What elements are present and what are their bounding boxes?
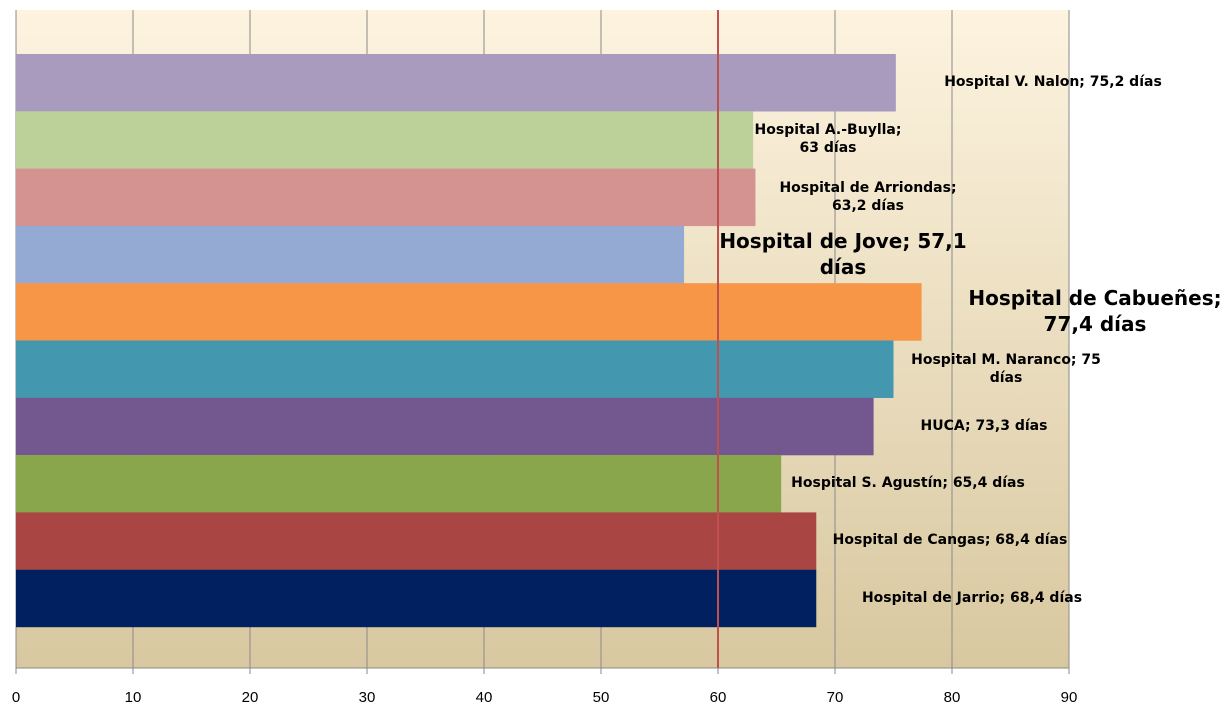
- x-tick-label: 0: [12, 689, 20, 706]
- data-label: Hospital S. Agustín; 65,4 días: [791, 475, 1025, 491]
- bar: [16, 168, 756, 227]
- x-tick-label: 10: [125, 689, 142, 706]
- x-tick-label: 30: [359, 689, 376, 706]
- data-label: Hospital A.-Buylla; 63 días: [754, 122, 902, 157]
- x-tick-label: 90: [1061, 689, 1078, 706]
- data-label: Hospital de Jove; 57,1 días: [719, 228, 967, 279]
- data-label: Hospital de Jarrio; 68,4 días: [861, 589, 1083, 606]
- x-tick-label: 40: [476, 689, 493, 706]
- bar: [16, 569, 817, 628]
- bar: [16, 455, 782, 513]
- data-label: Hospital M. Naranco; 75 días: [911, 351, 1101, 386]
- x-tick-label: 60: [710, 689, 727, 706]
- x-tick-label: 80: [944, 689, 961, 706]
- bar: [16, 397, 874, 456]
- data-label: Hospital de Cabueñes; 77,4 días: [968, 286, 1222, 337]
- bar: [16, 340, 894, 398]
- x-tick-label: 50: [593, 689, 610, 706]
- bar: [16, 225, 685, 284]
- data-label: HUCA; 73,3 días: [920, 417, 1048, 434]
- bar: [16, 111, 754, 169]
- bar: [16, 54, 896, 112]
- x-tick-label: 70: [827, 689, 844, 706]
- data-label: Hospital V. Nalon; 75,2 días: [944, 73, 1162, 90]
- data-label: Hospital de Cangas; 68,4 días: [832, 532, 1068, 549]
- x-tick-label: 20: [242, 689, 259, 706]
- bar: [16, 512, 817, 570]
- bar: [16, 283, 922, 341]
- data-label: Hospital de Arriondas; 63,2 días: [779, 179, 957, 214]
